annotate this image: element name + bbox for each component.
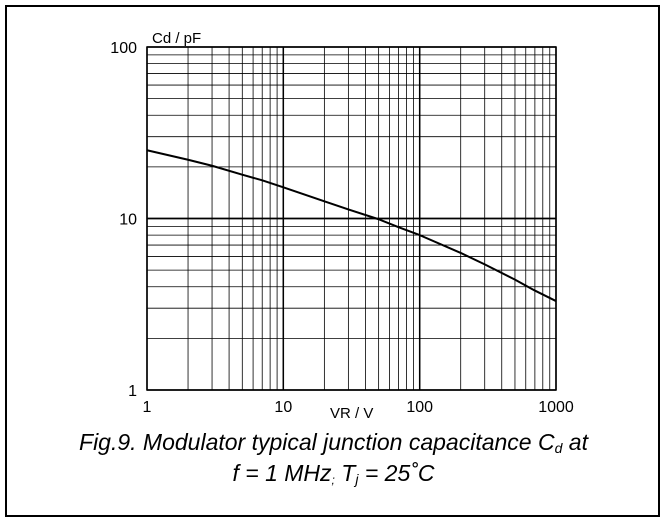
figure-frame: [5, 5, 660, 517]
figure-caption: Fig.9. Modulator typical junction capaci…: [0, 430, 667, 493]
y-axis-label: Cd / pF: [152, 30, 201, 47]
caption-line-2-suffix: = 25˚C: [358, 460, 435, 486]
caption-line-1-prefix: Fig.9. Modulator typical junction capaci…: [79, 429, 555, 455]
caption-line-2-sub: j: [355, 471, 359, 487]
y-tick-label: 1: [128, 383, 137, 400]
caption-line-1-sub: d: [554, 440, 563, 456]
x-axis-label: VR / V: [330, 405, 373, 422]
plot-border: [146, 46, 557, 391]
caption-line-1: Fig.9. Modulator typical junction capaci…: [0, 430, 667, 461]
series-layer: [146, 149, 557, 302]
caption-line-2-mid: T: [334, 460, 356, 486]
capacitance-chart: 1 10 100 1000 1 10 100 Cd / pF VR / V: [110, 30, 574, 422]
x-tick-label: 1: [143, 399, 152, 416]
caption-line-2-prefix: f = 1 MHz: [232, 460, 332, 486]
caption-line-2: f = 1 MHz; Tj = 25˚C: [0, 461, 667, 493]
y-tick-label: 100: [110, 40, 137, 57]
y-tick-label: 10: [119, 212, 137, 229]
x-tick-labels: 1 10 100 1000: [143, 399, 574, 416]
x-tick-label: 10: [274, 399, 292, 416]
caption-line-2-sep: ;: [331, 473, 335, 487]
capacitance-curve: [146, 149, 557, 302]
caption-line-1-suffix: at: [562, 429, 588, 455]
y-tick-labels: 1 10 100: [110, 40, 137, 400]
x-tick-label: 1000: [538, 399, 574, 416]
x-tick-label: 100: [406, 399, 433, 416]
